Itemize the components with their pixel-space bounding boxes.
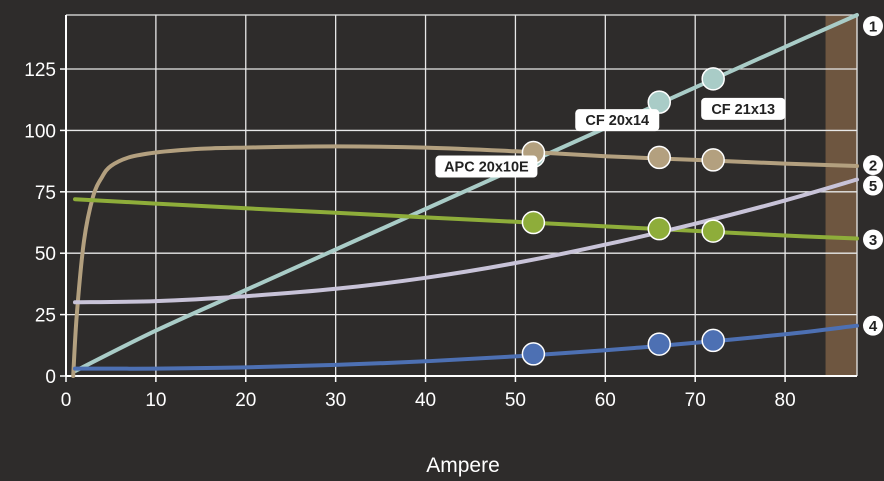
x-tick-label-40: 40 (415, 390, 436, 411)
x-tick-label-50: 50 (505, 390, 526, 411)
series-line-2 (71, 144, 859, 378)
series-3-marker-3 (701, 219, 725, 243)
series-badge-label-2: 2 (869, 158, 877, 175)
x-tick-label-30: 30 (325, 390, 346, 411)
callout-box-1 (435, 155, 538, 178)
series-line-5 (73, 177, 859, 305)
callout-layer: APC 20x10E CF 20x14 CF 21x13 (435, 97, 786, 178)
y-tick-label-0: 0 (45, 367, 56, 388)
callout-label-1: APC 20x10E (444, 160, 529, 176)
x-tick-label-80: 80 (775, 390, 796, 411)
series-4-marker-3 (701, 328, 725, 353)
series-4-marker-2 (647, 332, 671, 356)
callout-1: APC 20x10E (435, 155, 538, 178)
series-4-marker-1 (521, 342, 546, 366)
x-tick-label-60: 60 (595, 390, 616, 411)
x-tick-label-20: 20 (235, 390, 256, 411)
series-badge-label-1: 1 (869, 19, 877, 36)
series-badge-label-4: 4 (869, 318, 878, 335)
series-badge-2: 2 (863, 155, 883, 176)
callout-box-3 (701, 97, 786, 120)
series-line-4 (73, 323, 859, 371)
x-tick-label-0: 0 (61, 390, 72, 411)
x-tick-label-70: 70 (685, 390, 706, 411)
shaded-region-layer (825, 15, 857, 376)
series-badge-3: 3 (863, 229, 883, 250)
y-tick-label-25: 25 (35, 306, 56, 327)
callout-label-3: CF 21x13 (711, 102, 775, 118)
series-badge-4: 4 (863, 315, 883, 336)
y-tick-label-125: 125 (24, 60, 56, 81)
y-tick-label-100: 100 (24, 121, 56, 142)
x-tick-label-10: 10 (145, 390, 166, 411)
y-tick-label-75: 75 (35, 183, 56, 204)
series-line-3 (73, 197, 859, 241)
x-axis-label: Ampere (426, 454, 500, 477)
series-badge-circle-2 (863, 155, 883, 176)
callout-3: CF 21x13 (701, 97, 786, 120)
callout-label-2: CF 20x14 (585, 113, 649, 129)
series-3-marker-2 (647, 216, 671, 241)
series-badge-circle-3 (863, 229, 883, 250)
callout-2: CF 20x14 (575, 109, 660, 132)
series-badge-layer: 1 2 3 4 5 (863, 16, 883, 336)
axis-layer: 0 10 20 30 40 50 60 70 80 0 25 50 75 100 125 (24, 15, 857, 411)
series-badge-1: 1 (863, 16, 883, 36)
series-badge-5: 5 (863, 175, 883, 196)
series-2-marker-3 (701, 148, 725, 172)
series-1-marker-3 (701, 67, 725, 91)
series-3-marker-1 (521, 210, 546, 235)
y-tick-label-50: 50 (35, 244, 56, 265)
series-badge-label-5: 5 (869, 178, 877, 195)
shaded-region (825, 15, 857, 376)
series-2-marker-2 (647, 145, 671, 170)
series-badge-circle-1 (863, 16, 883, 36)
series-badge-label-3: 3 (869, 232, 877, 249)
callout-box-2 (575, 109, 660, 132)
series-badge-circle-5 (863, 175, 883, 196)
series-line-1 (73, 13, 859, 374)
series-badge-circle-4 (863, 315, 883, 336)
